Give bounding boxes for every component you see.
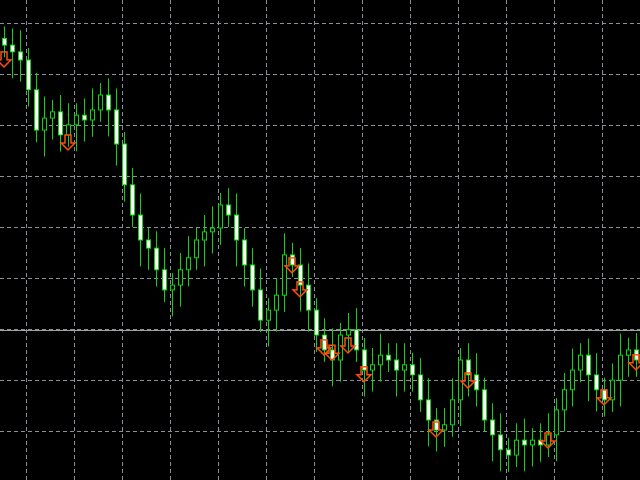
bearish-candle-body (154, 247, 159, 271)
bearish-candle-body (498, 434, 503, 451)
bearish-candle-body (10, 44, 15, 53)
bearish-candle-body (306, 284, 311, 311)
down-arrow-icon (339, 337, 357, 355)
bullish-candle-body (562, 389, 567, 411)
bullish-candle-body (546, 434, 551, 446)
bearish-candle-body (482, 389, 487, 421)
bearish-candle-body (226, 204, 231, 216)
bearish-candle-body (138, 214, 143, 241)
bullish-candle-body (618, 354, 623, 381)
bearish-candle-body (362, 349, 367, 371)
bearish-candle-body (474, 374, 479, 391)
bullish-candle-body (218, 204, 223, 229)
sell-signals (0, 51, 640, 450)
bearish-candle-body (594, 374, 599, 391)
bearish-candle-body (130, 184, 135, 216)
bearish-candle-body (250, 264, 255, 291)
bullish-candle-body (178, 269, 183, 286)
bearish-candle-body (410, 364, 415, 376)
bearish-candle-body (2, 37, 7, 46)
bearish-candle-body (26, 59, 31, 91)
bullish-candle-body (378, 354, 383, 366)
bearish-candle-body (426, 399, 431, 421)
bearish-candle-body (522, 439, 527, 446)
bearish-candle-body (506, 449, 511, 456)
bearish-candle-body (106, 94, 111, 111)
down-arrow-icon (355, 366, 373, 383)
bearish-candle-body (322, 334, 327, 351)
candles (2, 26, 639, 472)
bearish-candle-body (386, 354, 391, 361)
bullish-candle-body (210, 227, 215, 233)
bullish-candle-body (578, 354, 583, 371)
down-arrow-icon (59, 134, 77, 152)
down-arrow-icon (323, 344, 341, 362)
bearish-candle-body (354, 329, 359, 351)
bearish-candle-body (34, 89, 39, 131)
bullish-candle-body (98, 94, 103, 111)
bullish-candle-body (74, 114, 79, 126)
bullish-candle-body (610, 379, 615, 401)
bearish-candle-body (162, 269, 167, 291)
bearish-candle-body (234, 214, 239, 241)
bearish-candle-body (290, 254, 295, 266)
bearish-candle-body (490, 419, 495, 436)
bearish-candle-body (466, 359, 471, 376)
bullish-candle-body (442, 424, 447, 431)
bearish-candle-body (586, 354, 591, 376)
bullish-candle-body (42, 117, 47, 131)
bullish-candle-body (202, 231, 207, 241)
down-arrow-icon (459, 372, 477, 390)
bearish-candle-body (58, 111, 63, 136)
bearish-candle-body (258, 289, 263, 321)
bullish-candle-body (402, 364, 407, 371)
bullish-candle-body (170, 284, 175, 291)
bearish-candle-body (418, 374, 423, 401)
bearish-candle-body (82, 114, 87, 121)
down-arrow-icon (427, 421, 445, 439)
bearish-candle-body (314, 309, 319, 336)
bearish-candle-body (298, 264, 303, 286)
down-arrow-icon (283, 257, 301, 274)
bearish-candle-body (114, 109, 119, 145)
bearish-candle-body (602, 389, 607, 401)
bearish-candle-body (146, 239, 151, 249)
bullish-candle-body (274, 294, 279, 311)
bullish-candle-body (570, 369, 575, 391)
down-arrow-icon (315, 339, 333, 356)
bullish-candle-body (194, 239, 199, 259)
down-arrow-icon (291, 281, 309, 298)
bullish-candle-body (266, 309, 271, 321)
bullish-candle-body (346, 329, 351, 336)
bullish-candle-body (554, 409, 559, 436)
bullish-candle-body (458, 359, 463, 401)
bearish-candle-body (18, 51, 23, 61)
bullish-candle-body (626, 349, 631, 356)
bullish-candle-body (530, 439, 535, 446)
bullish-candle-body (450, 399, 455, 426)
bearish-candle-body (394, 359, 399, 371)
bullish-candle-body (50, 111, 55, 119)
bullish-candle-body (186, 257, 191, 271)
down-arrow-icon (539, 432, 557, 450)
bullish-candle-body (514, 439, 519, 456)
bearish-candle-body (122, 143, 127, 186)
down-arrow-icon (0, 51, 13, 68)
bullish-candle-body (66, 124, 71, 136)
bearish-candle-body (242, 239, 247, 266)
bullish-candle-body (370, 364, 375, 371)
bullish-candle-body (282, 254, 287, 296)
bullish-candle-body (90, 109, 95, 121)
down-arrow-icon (595, 389, 613, 406)
